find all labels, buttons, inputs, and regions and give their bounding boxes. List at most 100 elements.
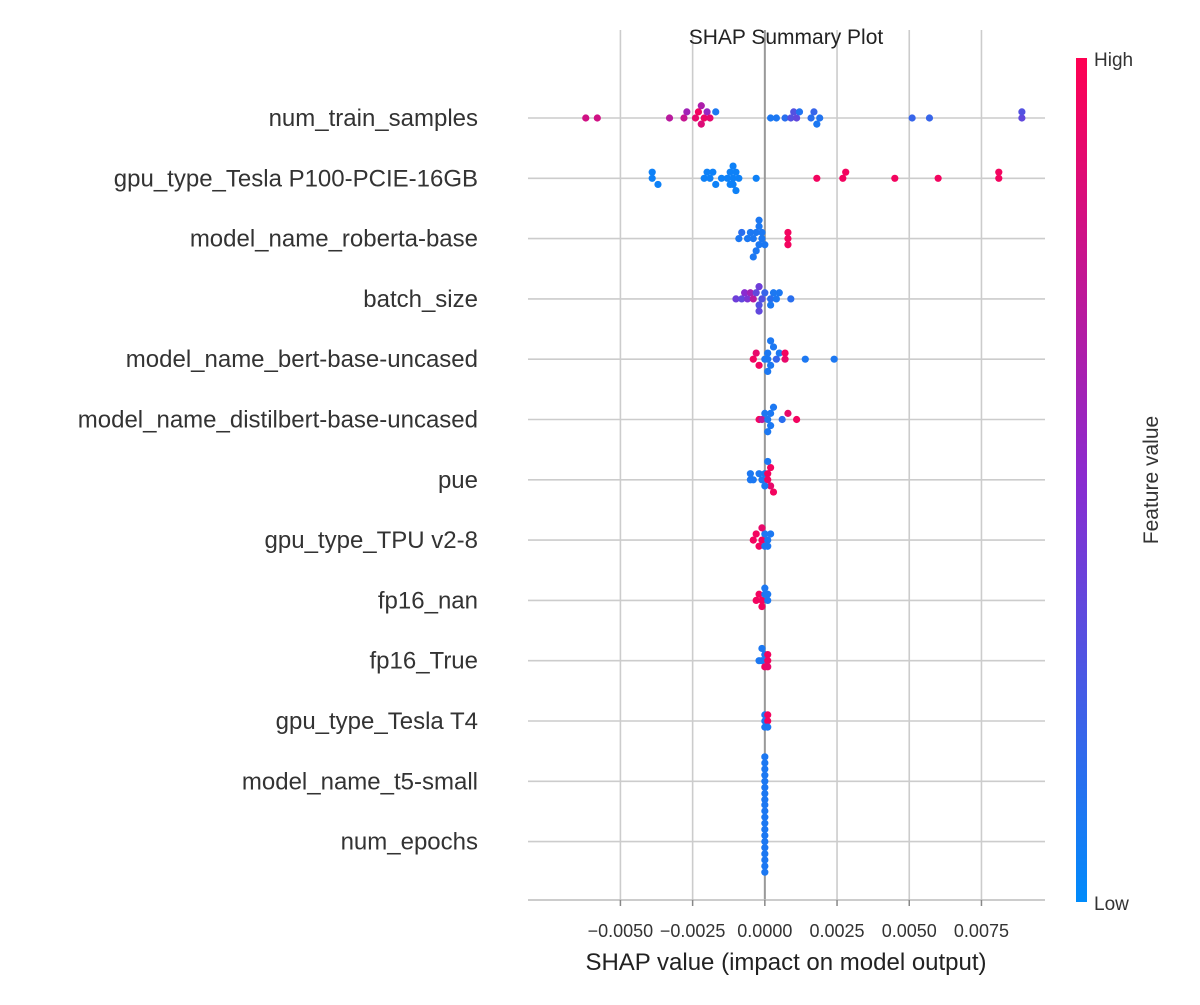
shap-point bbox=[839, 174, 847, 182]
shap-point bbox=[755, 241, 763, 249]
shap-point bbox=[830, 355, 838, 363]
shap-point bbox=[761, 801, 769, 809]
shap-point bbox=[769, 289, 778, 297]
shap-point bbox=[761, 813, 769, 821]
feature-label: model_name_distilbert-base-uncased bbox=[78, 407, 478, 434]
x-tick-label: 0.0025 bbox=[810, 921, 865, 941]
shap-point bbox=[761, 789, 769, 798]
feature-label: gpu_type_Tesla P100-PCIE-16GB bbox=[114, 165, 478, 192]
shap-point bbox=[772, 355, 780, 363]
shap-point bbox=[752, 596, 760, 605]
x-tick-label: 0.0050 bbox=[882, 921, 937, 941]
shap-point bbox=[795, 108, 804, 116]
shap-point bbox=[764, 596, 772, 605]
shap-point bbox=[810, 108, 818, 116]
shap-point bbox=[761, 241, 769, 249]
shap-points bbox=[582, 102, 1026, 876]
shap-point bbox=[761, 777, 769, 785]
shap-point bbox=[761, 409, 769, 417]
feature-labels: num_train_samples gpu_type_Tesla P100-PCI… bbox=[78, 105, 478, 856]
x-gridlines bbox=[619, 30, 983, 900]
feature-label: model_name_bert-base-uncased bbox=[126, 346, 478, 373]
shap-point bbox=[761, 530, 769, 538]
shap-point bbox=[648, 174, 656, 182]
shap-point bbox=[729, 162, 737, 170]
feature-label: num_epochs bbox=[341, 829, 478, 856]
shap-point bbox=[593, 114, 601, 122]
shap-point bbox=[842, 168, 850, 176]
shap-point bbox=[761, 584, 769, 592]
shap-point bbox=[755, 590, 763, 598]
shap-point bbox=[680, 114, 688, 122]
shap-point bbox=[755, 222, 763, 230]
colorbar-low-label: Low bbox=[1094, 894, 1129, 915]
shap-point bbox=[761, 771, 769, 779]
shap-point bbox=[752, 289, 760, 297]
shap-point bbox=[767, 301, 775, 309]
shap-point bbox=[758, 228, 766, 237]
shap-point bbox=[746, 289, 754, 297]
feature-label: gpu_type_Tesla T4 bbox=[276, 708, 478, 735]
shap-point bbox=[761, 825, 769, 833]
shap-point bbox=[891, 174, 899, 182]
shap-point bbox=[764, 663, 772, 671]
feature-label: batch_size bbox=[363, 286, 478, 313]
x-tick-label: −0.0025 bbox=[660, 921, 726, 941]
shap-point bbox=[749, 536, 757, 544]
shap-point bbox=[761, 868, 769, 876]
shap-point bbox=[764, 415, 772, 424]
shap-point bbox=[697, 102, 705, 110]
shap-point bbox=[775, 289, 783, 297]
shap-point bbox=[790, 108, 798, 116]
shap-point bbox=[761, 856, 769, 864]
shap-point bbox=[735, 235, 743, 243]
shap-point bbox=[784, 409, 792, 417]
shap-point bbox=[703, 108, 711, 116]
shap-point bbox=[764, 367, 772, 376]
shap-point bbox=[764, 650, 772, 659]
shap-point bbox=[995, 174, 1003, 182]
shap-point bbox=[717, 174, 726, 182]
shap-point bbox=[735, 174, 743, 182]
shap-point bbox=[755, 301, 763, 309]
shap-point bbox=[582, 114, 590, 122]
shap-point bbox=[761, 783, 769, 792]
shap-point bbox=[761, 807, 769, 815]
shap-point bbox=[694, 108, 703, 116]
shap-point bbox=[769, 343, 778, 351]
shap-point bbox=[758, 536, 766, 544]
feature-gridlines bbox=[528, 117, 1045, 843]
shap-point bbox=[764, 657, 772, 665]
shap-point bbox=[761, 862, 769, 870]
shap-point bbox=[726, 180, 734, 189]
shap-point bbox=[758, 657, 766, 665]
x-tick-label: 0.0075 bbox=[954, 921, 1009, 941]
shap-point bbox=[703, 168, 711, 176]
shap-point bbox=[781, 349, 789, 357]
feature-label: fp16_nan bbox=[378, 587, 478, 614]
shap-point bbox=[793, 114, 801, 122]
x-axis-label: SHAP value (impact on model output) bbox=[585, 949, 986, 976]
shap-point bbox=[758, 415, 766, 424]
shap-point bbox=[697, 120, 705, 128]
shap-point bbox=[772, 295, 780, 303]
feature-label: model_name_roberta-base bbox=[190, 226, 478, 253]
feature-label: gpu_type_TPU v2-8 bbox=[265, 527, 478, 554]
shap-point bbox=[764, 717, 772, 725]
shap-point bbox=[758, 476, 766, 484]
shap-point bbox=[781, 355, 789, 363]
shap-point bbox=[746, 470, 754, 478]
shap-point bbox=[758, 602, 766, 611]
shap-point bbox=[764, 711, 772, 719]
shap-point bbox=[755, 542, 763, 550]
shap-point bbox=[732, 168, 740, 176]
shap-point bbox=[769, 488, 778, 496]
shap-point bbox=[787, 295, 795, 303]
shap-point bbox=[712, 108, 720, 116]
shap-point bbox=[723, 174, 731, 182]
shap-point bbox=[746, 228, 754, 237]
shap-point bbox=[752, 247, 760, 255]
shap-point bbox=[761, 831, 769, 840]
shap-point bbox=[764, 349, 772, 357]
shap-point bbox=[738, 295, 746, 303]
